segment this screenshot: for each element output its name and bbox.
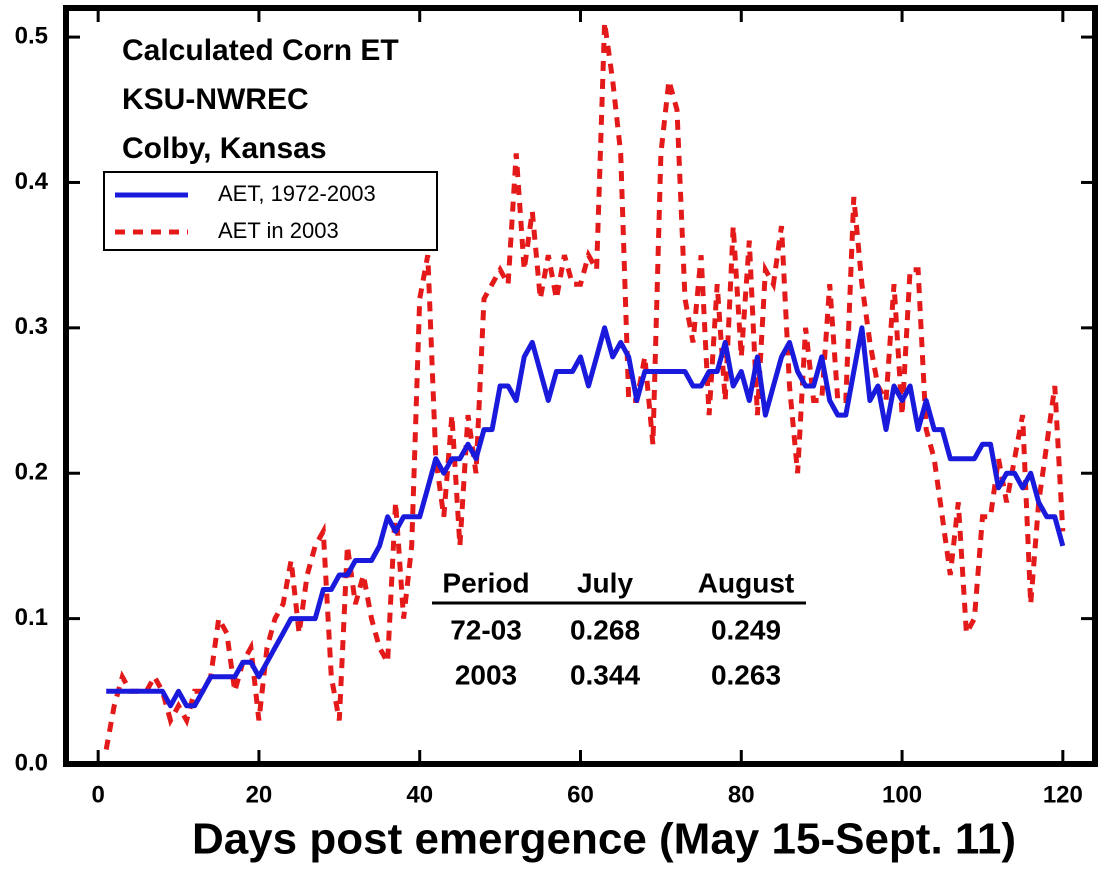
table-cell: 2003 [455, 659, 517, 690]
x-tick-label: 120 [1043, 781, 1083, 808]
y-tick-label: 0.5 [15, 22, 48, 49]
x-tick-label: 20 [246, 781, 273, 808]
legend-box [103, 171, 438, 251]
x-tick-label: 80 [728, 781, 755, 808]
annotation: Colby, Kansas [122, 132, 327, 165]
x-tick-label: 40 [406, 781, 433, 808]
series-line [103, 22, 1066, 750]
y-tick-label: 0.2 [15, 459, 48, 486]
annotation: KSU-NWREC [122, 83, 309, 116]
legend-label: AET, 1972-2003 [218, 181, 376, 206]
table-cell: 0.344 [570, 659, 640, 690]
table-header: August [698, 567, 794, 598]
y-tick-label: 0.1 [15, 604, 48, 631]
table-cell: 72-03 [450, 614, 522, 645]
x-axis-label: Days post emergence (May 15-Sept. 11) [192, 815, 1016, 864]
plot-frame [63, 5, 1098, 767]
annotation: Calculated Corn ET [122, 34, 399, 67]
x-tick-label: 0 [91, 781, 104, 808]
table-header: Period [442, 567, 529, 598]
x-tick-label: 60 [567, 781, 594, 808]
y-tick-label: 0.3 [15, 313, 48, 340]
legend-label: AET in 2003 [218, 218, 339, 243]
y-tick-label: 0.4 [15, 168, 49, 195]
table-cell: 0.268 [570, 614, 640, 645]
x-tick-label: 100 [882, 781, 922, 808]
series-line [106, 325, 1066, 709]
table-cell: 0.263 [711, 659, 781, 690]
table-cell: 0.249 [711, 614, 781, 645]
y-tick-label: 0.0 [15, 749, 48, 776]
table-header: July [577, 567, 633, 598]
